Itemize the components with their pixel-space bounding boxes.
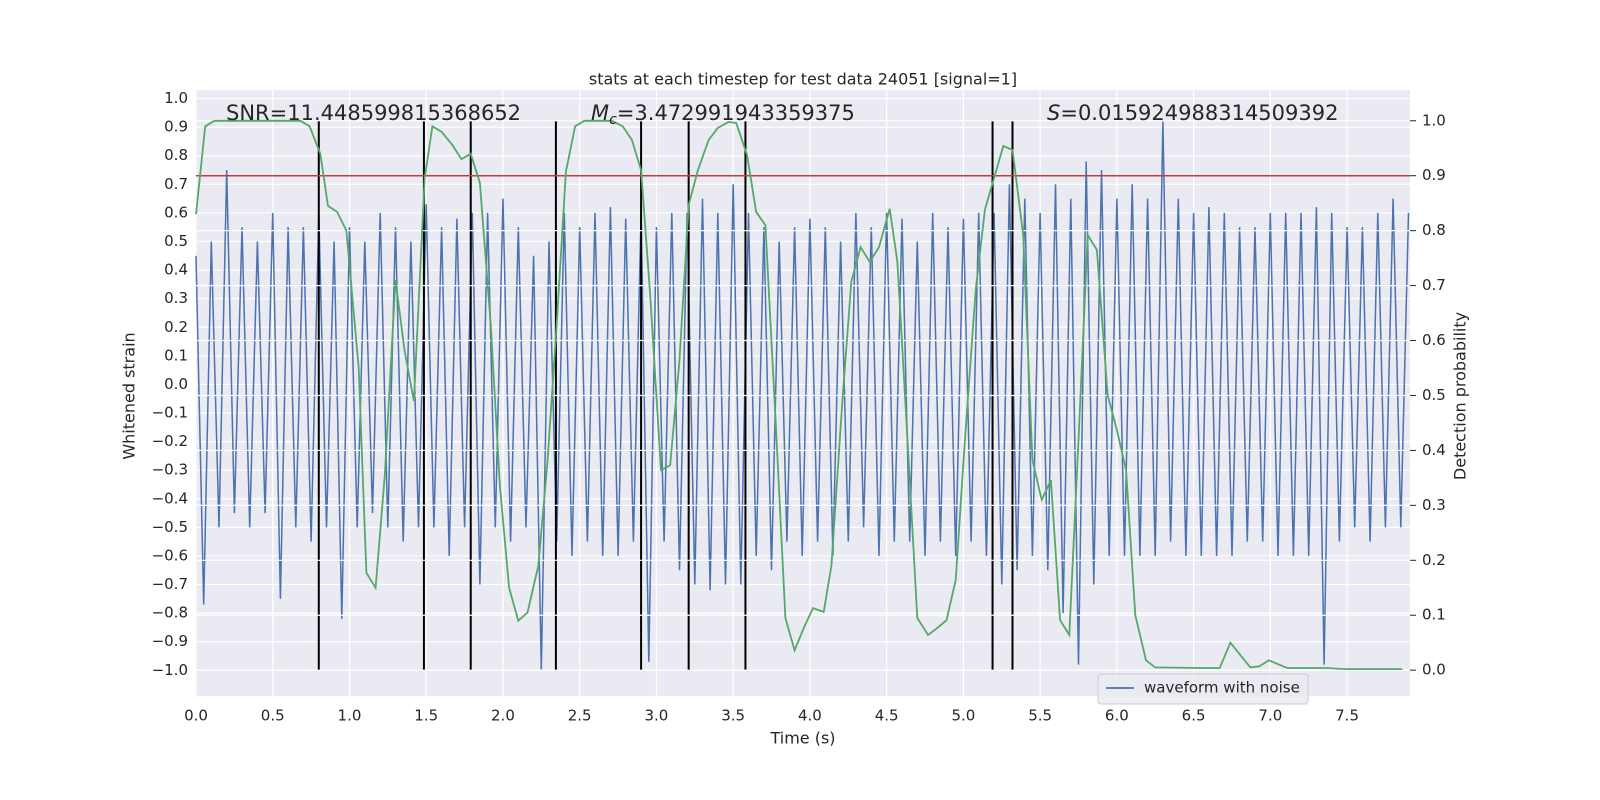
x-tick-label: 5.0	[951, 707, 975, 725]
y2-tick-label: 0.6	[1422, 331, 1446, 349]
x-tick-label: 5.5	[1028, 707, 1052, 725]
y2-tick-label: 0.3	[1422, 496, 1446, 514]
y-tick-label: −0.6	[152, 546, 188, 564]
annotation-text: =0.015924988314509392	[1060, 101, 1338, 125]
y2-tick-label: 1.0	[1422, 111, 1446, 129]
legend-box	[1097, 673, 1309, 705]
y-tick-label: 0.2	[164, 318, 188, 336]
annotation: Mc=3.472991943359375	[591, 101, 855, 128]
x-tick-label: 6.5	[1182, 707, 1206, 725]
x-tick-label: 2.0	[491, 707, 515, 725]
y-tick-label: 0.6	[164, 203, 188, 221]
y-tick-label: −0.7	[152, 575, 188, 593]
x-tick-label: 7.5	[1335, 707, 1359, 725]
x-axis-label: Time (s)	[769, 729, 835, 748]
data-line	[195, 119, 1403, 670]
annotation-symbol: S	[1047, 101, 1060, 125]
x-tick-label: 2.5	[568, 707, 592, 725]
y2-tick-label: 0.5	[1422, 386, 1446, 404]
y-tick-label: −0.3	[152, 461, 188, 479]
y-axis-label: Whitened strain	[120, 332, 139, 459]
x-tick-label: 0.0	[184, 707, 208, 725]
data-line	[195, 121, 1410, 671]
x-tick-label: 7.0	[1258, 707, 1282, 725]
x-tick-label: 3.0	[645, 707, 669, 725]
y-tick-label: 1.0	[164, 89, 188, 107]
y2-tick-label: 0.8	[1422, 221, 1446, 239]
plot-area	[196, 90, 1410, 696]
y2-tick-label: 0.4	[1422, 441, 1446, 459]
y-tick-label: −0.8	[152, 604, 188, 622]
y-tick-label: 0.3	[164, 289, 188, 307]
x-tick-label: 4.0	[798, 707, 822, 725]
y-tick-label: 0.7	[164, 175, 188, 193]
y-tick-label: 0.1	[164, 346, 188, 364]
annotation-text: =3.472991943359375	[617, 101, 855, 125]
annotation: SNR=11.448599815368652	[226, 101, 521, 125]
y-tick-label: −0.4	[152, 489, 188, 507]
y-tick-label: −0.5	[152, 518, 188, 536]
y2-tick-label: 0.7	[1422, 276, 1446, 294]
x-tick-label: 0.5	[261, 707, 285, 725]
x-tick-label: 4.5	[875, 707, 899, 725]
x-tick-label: 3.5	[721, 707, 745, 725]
y-tick-label: −0.9	[152, 632, 188, 650]
annotation-subscript: c	[609, 112, 617, 128]
y2-tick-label: 0.0	[1422, 661, 1446, 679]
annotation-symbol: M	[591, 101, 609, 125]
y-tick-label: −0.2	[152, 432, 188, 450]
y-tick-label: −1.0	[152, 661, 188, 679]
y-tick-label: 0.5	[164, 232, 188, 250]
y-tick-label: 0.9	[164, 118, 188, 136]
y-tick-label: 0.8	[164, 146, 188, 164]
y-tick-label: −0.1	[152, 404, 188, 422]
chart-title: stats at each timestep for test data 240…	[589, 70, 1017, 89]
y2-tick-label: 0.1	[1422, 606, 1446, 624]
x-tick-label: 1.5	[414, 707, 438, 725]
y-tick-label: 0.4	[164, 261, 188, 279]
x-tick-label: 1.0	[338, 707, 362, 725]
y2-tick-label: 0.2	[1422, 551, 1446, 569]
legend-label: waveform with noise	[1144, 679, 1300, 697]
y-tick-label: 0.0	[164, 375, 188, 393]
annotation: S=0.015924988314509392	[1047, 101, 1338, 125]
y2-axis-label: Detection probability	[1451, 312, 1470, 480]
x-tick-label: 6.0	[1105, 707, 1129, 725]
y2-tick-label: 0.9	[1422, 166, 1446, 184]
